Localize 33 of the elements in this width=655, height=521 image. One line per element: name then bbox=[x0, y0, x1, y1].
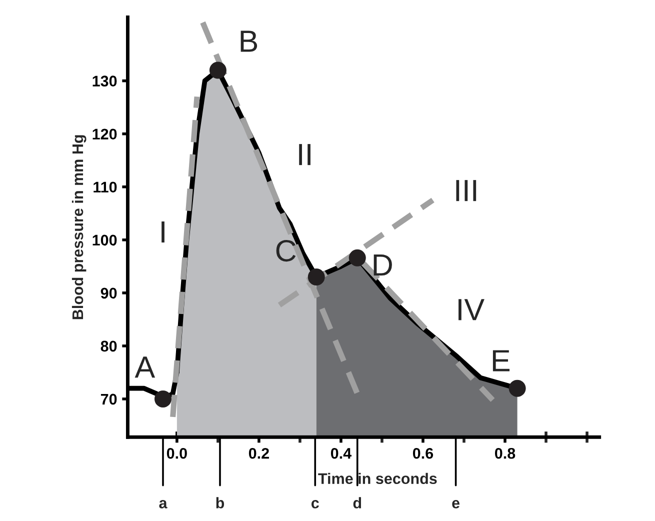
annotation: IV bbox=[458, 299, 484, 320]
point bbox=[308, 268, 325, 286]
point bbox=[154, 390, 172, 408]
y-tick-label: 130 bbox=[92, 76, 117, 87]
annotation: C bbox=[276, 240, 296, 262]
x-tick-label: 0.8 bbox=[494, 448, 516, 459]
y-tick-label: 70 bbox=[100, 394, 117, 405]
annotation: c bbox=[311, 500, 319, 508]
annotation: A bbox=[134, 356, 156, 378]
y-axis-title: Blood pressure in mm Hg bbox=[72, 135, 86, 320]
y-tick-label: 100 bbox=[92, 234, 117, 246]
x-axis-title: Time in seconds bbox=[318, 472, 437, 484]
y-tick-label: 90 bbox=[100, 288, 117, 299]
annotation: d bbox=[353, 497, 362, 508]
annotation: e bbox=[452, 500, 460, 508]
point bbox=[508, 380, 526, 397]
point bbox=[348, 249, 366, 266]
point bbox=[209, 62, 226, 79]
annotation: B bbox=[240, 30, 258, 52]
y-tick-label: 120 bbox=[92, 128, 117, 140]
annotation: I bbox=[162, 221, 164, 242]
annotation: E bbox=[492, 350, 510, 372]
annotation: a bbox=[159, 500, 168, 508]
x-tick-label: 0.6 bbox=[412, 448, 434, 459]
annotation: II bbox=[299, 144, 310, 166]
annotation: b bbox=[216, 497, 224, 508]
y-tick-label: 110 bbox=[94, 182, 117, 193]
annotation: D bbox=[374, 254, 392, 276]
x-tick-label: 0.4 bbox=[330, 448, 352, 459]
y-tick-label: 80 bbox=[100, 340, 117, 352]
annotation: III bbox=[456, 180, 476, 202]
x-tick-label: 0.0 bbox=[166, 448, 187, 459]
x-tick-label: 0.2 bbox=[248, 448, 269, 459]
